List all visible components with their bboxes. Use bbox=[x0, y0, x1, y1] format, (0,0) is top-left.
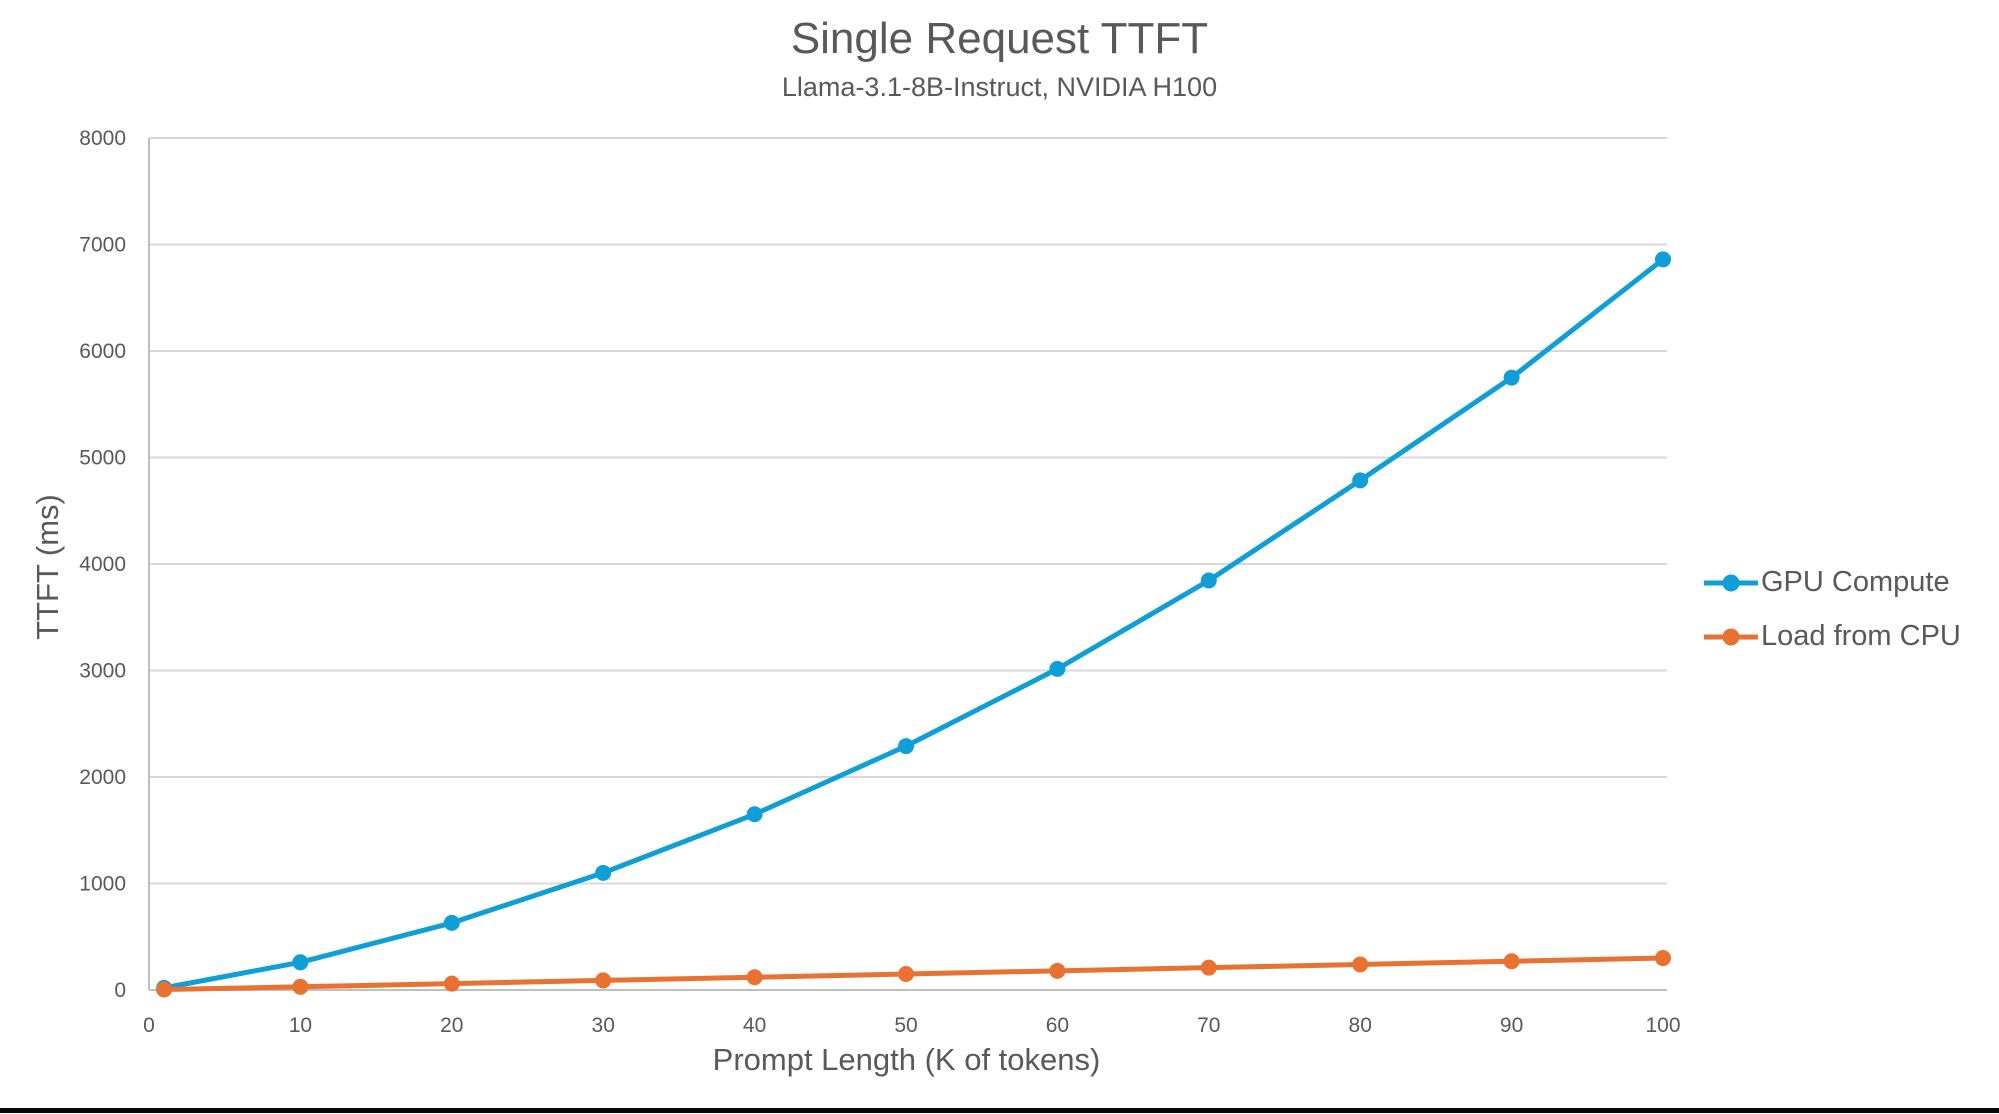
data-point-marker-gpu-compute bbox=[292, 954, 309, 971]
y-tick-label: 1000 bbox=[79, 873, 126, 896]
data-point-marker-load-from-cpu bbox=[898, 966, 914, 983]
data-point-marker-load-from-cpu bbox=[1352, 956, 1369, 973]
x-tick-label: 100 bbox=[1645, 1014, 1680, 1037]
y-tick-label: 2000 bbox=[79, 766, 126, 789]
x-tick-label: 70 bbox=[1197, 1014, 1220, 1037]
y-tick-label: 3000 bbox=[79, 660, 126, 683]
y-tick-label: 6000 bbox=[79, 340, 126, 363]
legend-item-load-from-cpu: Load from CPU bbox=[1704, 620, 1961, 653]
data-point-marker-load-from-cpu bbox=[746, 969, 763, 986]
data-point-marker-gpu-compute bbox=[1200, 572, 1217, 589]
data-point-marker-load-from-cpu bbox=[595, 972, 612, 989]
legend: GPU Compute Load from CPU bbox=[1704, 566, 1961, 653]
data-point-marker-load-from-cpu bbox=[1503, 953, 1520, 970]
x-tick-label: 40 bbox=[743, 1014, 766, 1037]
data-point-marker-gpu-compute bbox=[1503, 369, 1520, 386]
legend-label: GPU Compute bbox=[1761, 566, 1950, 598]
legend-marker-icon bbox=[1704, 574, 1758, 591]
y-tick-label: 5000 bbox=[79, 447, 126, 470]
data-point-marker-load-from-cpu bbox=[292, 978, 309, 995]
data-point-marker-load-from-cpu bbox=[1200, 959, 1217, 976]
bottom-divider-bar bbox=[0, 1108, 1999, 1113]
y-tick-label: 4000 bbox=[79, 553, 126, 576]
legend-label: Load from CPU bbox=[1761, 620, 1961, 652]
x-tick-label: 10 bbox=[289, 1014, 312, 1037]
y-tick-label: 0 bbox=[114, 979, 126, 1002]
x-tick-label: 60 bbox=[1046, 1014, 1069, 1037]
data-point-marker-gpu-compute bbox=[1049, 660, 1066, 677]
data-point-marker-gpu-compute bbox=[443, 914, 460, 931]
data-point-marker-gpu-compute bbox=[746, 806, 763, 823]
chart-subtitle: Llama-3.1-8B-Instruct, NVIDIA H100 bbox=[781, 72, 1218, 102]
data-point-marker-load-from-cpu bbox=[1655, 950, 1671, 967]
x-tick-label: 90 bbox=[1500, 1014, 1523, 1037]
data-point-marker-load-from-cpu bbox=[156, 981, 173, 998]
chart-title: Single Request TTFT bbox=[790, 14, 1209, 63]
data-point-marker-load-from-cpu bbox=[1049, 962, 1066, 979]
data-point-marker-gpu-compute bbox=[595, 864, 612, 881]
data-point-marker-load-from-cpu bbox=[443, 975, 460, 992]
x-tick-label: 50 bbox=[894, 1014, 917, 1037]
x-tick-label: 20 bbox=[440, 1014, 463, 1037]
y-axis-title: TTFT (ms) bbox=[30, 494, 65, 640]
x-axis-title: Prompt Length (K of tokens) bbox=[712, 1042, 1101, 1077]
x-tick-label: 80 bbox=[1349, 1014, 1372, 1037]
data-point-marker-gpu-compute bbox=[1655, 251, 1671, 268]
series-line-gpu-compute bbox=[161, 256, 1666, 991]
legend-item-gpu-compute: GPU Compute bbox=[1704, 566, 1961, 599]
data-point-marker-gpu-compute bbox=[1352, 472, 1369, 489]
x-tick-label: 30 bbox=[592, 1014, 615, 1037]
y-tick-label: 7000 bbox=[79, 234, 126, 257]
x-tick-label: 0 bbox=[143, 1014, 155, 1037]
legend-marker-icon bbox=[1704, 628, 1758, 645]
data-point-marker-gpu-compute bbox=[898, 738, 914, 755]
y-tick-label: 8000 bbox=[79, 127, 126, 150]
